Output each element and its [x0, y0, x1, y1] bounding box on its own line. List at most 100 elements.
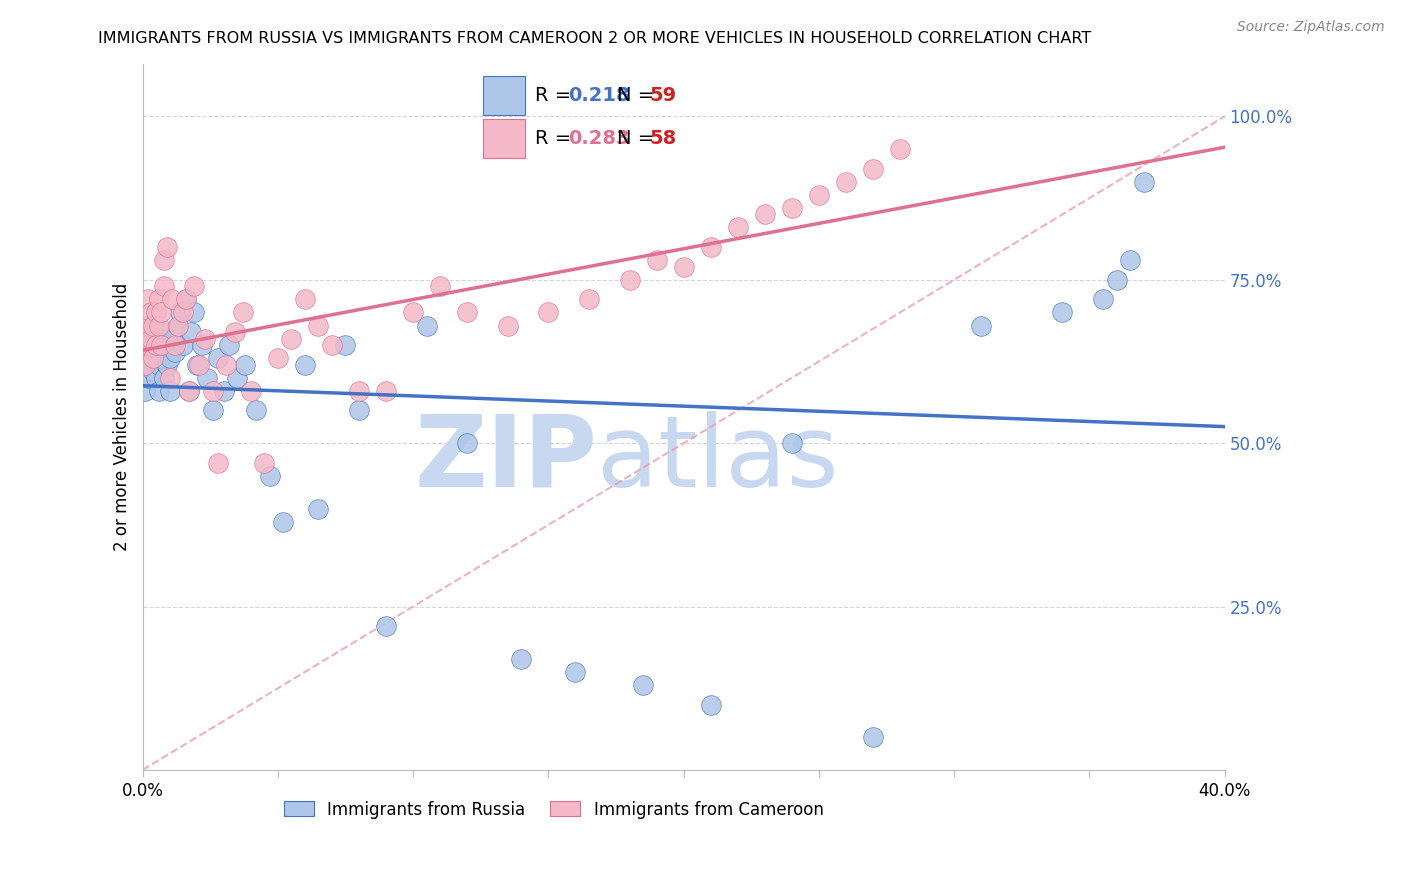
Point: [145, 338, 167, 352]
Point: [645, 253, 668, 268]
Point: [159, 371, 181, 385]
Point: [150, 305, 173, 319]
Point: [142, 318, 165, 333]
Point: [307, 501, 329, 516]
Point: [271, 515, 294, 529]
Point: [578, 293, 600, 307]
Point: [780, 201, 803, 215]
Point: [727, 220, 749, 235]
Point: [148, 293, 170, 307]
Text: 0.218: 0.218: [568, 87, 630, 105]
Point: [153, 253, 176, 268]
Point: [862, 731, 884, 745]
Point: [245, 403, 267, 417]
Point: [172, 338, 194, 352]
Point: [183, 279, 205, 293]
Point: [174, 293, 197, 307]
Point: [253, 456, 276, 470]
Text: N =: N =: [616, 87, 659, 105]
Point: [699, 698, 721, 712]
Point: [970, 318, 993, 333]
Point: [1132, 175, 1154, 189]
Point: [159, 351, 181, 366]
Point: [280, 332, 302, 346]
Point: [139, 305, 162, 319]
Point: [699, 240, 721, 254]
Point: [134, 318, 156, 333]
Point: [415, 318, 437, 333]
Point: [134, 358, 156, 372]
Point: [456, 305, 478, 319]
Text: Source: ZipAtlas.com: Source: ZipAtlas.com: [1237, 20, 1385, 34]
Point: [142, 351, 165, 366]
Point: [139, 351, 162, 366]
Point: [215, 358, 238, 372]
Point: [456, 436, 478, 450]
Point: [162, 293, 184, 307]
Point: [862, 161, 884, 176]
Point: [142, 364, 165, 378]
Point: [150, 351, 173, 366]
Point: [163, 338, 186, 352]
Point: [139, 332, 162, 346]
Point: [226, 371, 249, 385]
Point: [134, 384, 156, 398]
Text: 59: 59: [650, 87, 676, 105]
Point: [136, 293, 159, 307]
Point: [375, 384, 398, 398]
Point: [889, 142, 911, 156]
Point: [321, 338, 343, 352]
Point: [201, 384, 224, 398]
Point: [294, 293, 316, 307]
Point: [145, 371, 167, 385]
Point: [233, 358, 256, 372]
Point: [159, 384, 181, 398]
Point: [145, 305, 167, 319]
Point: [150, 338, 173, 352]
Point: [835, 175, 858, 189]
Point: [335, 338, 357, 352]
Point: [619, 273, 641, 287]
Point: [307, 318, 329, 333]
Point: [375, 619, 398, 633]
Point: [166, 318, 188, 333]
Point: [191, 338, 214, 352]
Point: [232, 305, 254, 319]
Point: [754, 207, 776, 221]
Point: [148, 384, 170, 398]
Point: [156, 358, 179, 372]
Text: R =: R =: [536, 87, 578, 105]
Y-axis label: 2 or more Vehicles in Household: 2 or more Vehicles in Household: [114, 283, 131, 551]
Point: [183, 305, 205, 319]
Point: [194, 332, 217, 346]
Text: 58: 58: [650, 128, 676, 148]
Point: [294, 358, 316, 372]
Point: [1105, 273, 1128, 287]
Point: [153, 279, 176, 293]
Point: [162, 332, 184, 346]
Point: [218, 338, 240, 352]
Text: R =: R =: [536, 128, 578, 148]
Point: [267, 351, 290, 366]
Point: [188, 358, 211, 372]
Point: [163, 344, 186, 359]
Point: [139, 318, 162, 333]
Point: [402, 305, 425, 319]
Text: atlas: atlas: [598, 411, 838, 508]
Point: [224, 325, 246, 339]
FancyBboxPatch shape: [484, 77, 524, 115]
Text: 0.283: 0.283: [568, 128, 630, 148]
Point: [631, 678, 654, 692]
Point: [207, 456, 229, 470]
Point: [347, 384, 370, 398]
Point: [134, 358, 156, 372]
Point: [150, 325, 173, 339]
Point: [180, 325, 202, 339]
FancyBboxPatch shape: [484, 119, 524, 158]
Point: [136, 338, 159, 352]
Point: [148, 318, 170, 333]
Point: [201, 403, 224, 417]
Point: [780, 436, 803, 450]
Point: [136, 338, 159, 352]
Text: IMMIGRANTS FROM RUSSIA VS IMMIGRANTS FROM CAMEROON 2 OR MORE VEHICLES IN HOUSEHO: IMMIGRANTS FROM RUSSIA VS IMMIGRANTS FRO…: [98, 31, 1091, 46]
